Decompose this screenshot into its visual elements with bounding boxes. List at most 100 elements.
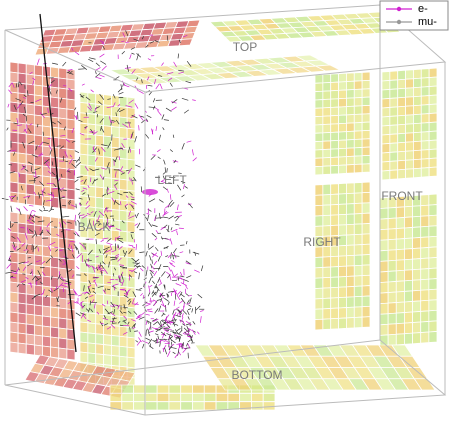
track-segment	[131, 257, 137, 263]
panel-cell	[395, 216, 405, 230]
track-segment	[125, 105, 133, 108]
track-segment	[131, 114, 138, 119]
panel-cell	[180, 384, 193, 394]
track-segment	[145, 313, 150, 316]
panel-cell	[126, 326, 136, 339]
track-segment	[100, 239, 104, 242]
track-segment	[33, 191, 37, 196]
track-segment	[179, 291, 183, 297]
track-segment	[18, 172, 20, 178]
track-segment	[92, 147, 98, 153]
track-segment	[37, 220, 45, 223]
panel-cell	[338, 164, 347, 175]
panel-cell	[381, 142, 391, 154]
panel-cell	[9, 111, 19, 124]
track-segment	[134, 214, 138, 219]
track-segment	[64, 283, 72, 285]
track-segment	[176, 336, 181, 340]
track-segment	[103, 268, 108, 274]
track-segment	[194, 269, 200, 273]
panel-cell	[126, 148, 136, 161]
track-segment	[134, 259, 140, 263]
track-segment	[123, 315, 127, 320]
face-label: BACK	[78, 220, 111, 234]
panel-cell	[346, 234, 355, 246]
track-segment	[89, 130, 96, 133]
track-segment	[68, 158, 73, 165]
track-segment	[174, 215, 178, 219]
panel-cell	[66, 98, 76, 111]
panel-cell	[66, 178, 76, 191]
track-segment	[153, 300, 157, 306]
panel-cell	[17, 142, 27, 155]
track-segment	[166, 168, 168, 173]
track-segment	[50, 287, 53, 293]
panel-cell	[353, 202, 363, 215]
panel-cell	[58, 237, 68, 250]
panel-cell	[42, 115, 52, 128]
panel-cell	[42, 315, 52, 328]
panel-cell	[387, 259, 397, 272]
panel-cell	[428, 246, 438, 259]
panel-cell	[314, 64, 342, 72]
panel-cell	[9, 221, 19, 234]
panel-cell	[314, 184, 324, 196]
panel-cell	[58, 67, 68, 80]
panel-cell	[379, 260, 389, 273]
track-segment	[144, 303, 152, 307]
panel-cell	[405, 168, 414, 179]
panel-cell	[428, 139, 438, 151]
panel-cell	[95, 103, 104, 116]
track-segment	[172, 134, 175, 138]
track-segment	[138, 114, 144, 121]
panel-cell	[95, 93, 104, 106]
panel-cell	[33, 144, 43, 157]
track-segment	[57, 120, 62, 125]
panel-cell	[353, 264, 363, 277]
panel-cell	[412, 300, 422, 313]
track-segment	[128, 99, 134, 104]
panel-cell	[361, 163, 371, 173]
track-segment	[175, 283, 182, 287]
panel-cell	[428, 193, 438, 206]
track-segment	[75, 246, 78, 251]
track-segment	[150, 263, 153, 269]
track-segment	[162, 332, 165, 339]
track-segment	[87, 319, 91, 323]
track-segment	[98, 100, 103, 106]
panel-cell	[118, 189, 128, 202]
panel-cell	[330, 317, 339, 330]
panel-cell	[330, 148, 339, 158]
track-segment	[78, 212, 81, 216]
panel-cell	[87, 164, 97, 178]
track-segment	[157, 321, 162, 327]
panel-cell	[346, 223, 355, 236]
track-segment	[59, 277, 64, 282]
track-segment	[200, 265, 204, 272]
panel-cell	[58, 107, 68, 120]
panel-cell	[9, 101, 19, 114]
panel-cell	[420, 268, 430, 281]
panel-cell	[322, 115, 332, 125]
panel-cell	[87, 133, 97, 146]
panel-cell	[33, 264, 43, 277]
panel-cell	[361, 121, 371, 132]
track-segment	[110, 119, 116, 122]
track-segment	[115, 255, 119, 260]
panel-cell	[387, 238, 397, 251]
track-segment	[149, 41, 155, 44]
panel-cell	[9, 321, 19, 334]
track-segment	[186, 310, 190, 316]
track-segment	[139, 287, 143, 290]
track-segment	[32, 245, 35, 253]
track-segment	[172, 351, 176, 355]
panel-cell	[17, 132, 27, 145]
track-segment	[95, 62, 100, 67]
track-segment	[165, 107, 172, 112]
panel	[34, 19, 201, 56]
track-segment	[43, 158, 50, 164]
track-segment	[16, 117, 19, 124]
panel-cell	[103, 354, 112, 366]
track-segment	[10, 205, 13, 212]
face-label: RIGHT	[303, 235, 341, 249]
